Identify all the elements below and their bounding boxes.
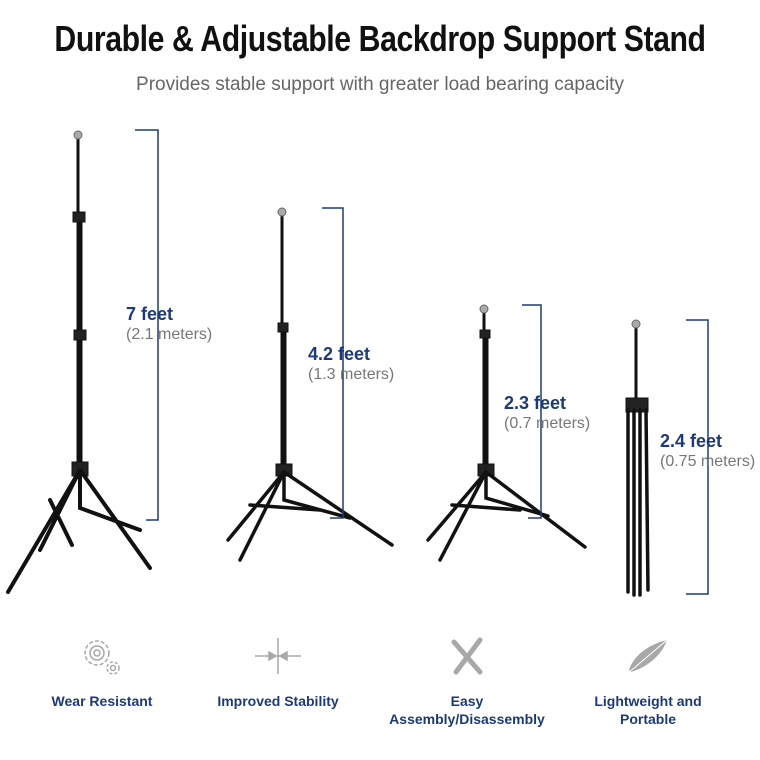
height-feet: 4.2 feet [308,344,371,364]
height-feet: 7 feet [126,304,174,324]
feature-lightweight: Lightweight and Portable [558,636,738,728]
feature-label: Wear Resistant [51,693,153,709]
dimension-label-2: 4.2 feet (1.3 meters) [308,343,394,385]
feature-label: Lightweight and Portable [594,693,702,727]
page-title: Durable & Adjustable Backdrop Support St… [54,18,706,59]
stand-folded [625,319,650,597]
height-meters: (1.3 meters) [308,366,395,383]
feather-icon [626,639,668,675]
dimension-lines [135,129,709,595]
stand-7ft [6,130,152,594]
height-meters: (0.75 meters) [660,453,756,470]
height-feet: 2.4 feet [660,431,723,451]
feature-improved-stability: Improved Stability [188,636,368,710]
stand-2-3ft [426,304,587,562]
wrench-screwdriver-icon [451,637,483,675]
dimension-label-4: 2.4 feet (0.75 meters) [660,430,755,472]
gears-icon [84,640,120,675]
height-meters: (0.7 meters) [504,415,591,432]
feature-wear-resistant: Wear Resistant [12,636,192,710]
height-feet: 2.3 feet [504,393,567,413]
stability-arrows-icon [255,638,301,674]
dimension-label-3: 2.3 feet (0.7 meters) [504,392,590,434]
feature-easy-assembly: Easy Assembly/Disassembly [377,636,557,728]
page-subtitle: Provides stable support with greater loa… [136,74,624,95]
height-meters: (2.1 meters) [126,326,213,343]
feature-label: Improved Stability [217,693,339,709]
feature-label: Easy Assembly/Disassembly [389,693,545,727]
dimension-label-1: 7 feet (2.1 meters) [126,303,212,345]
stand-4-2ft [226,207,394,562]
